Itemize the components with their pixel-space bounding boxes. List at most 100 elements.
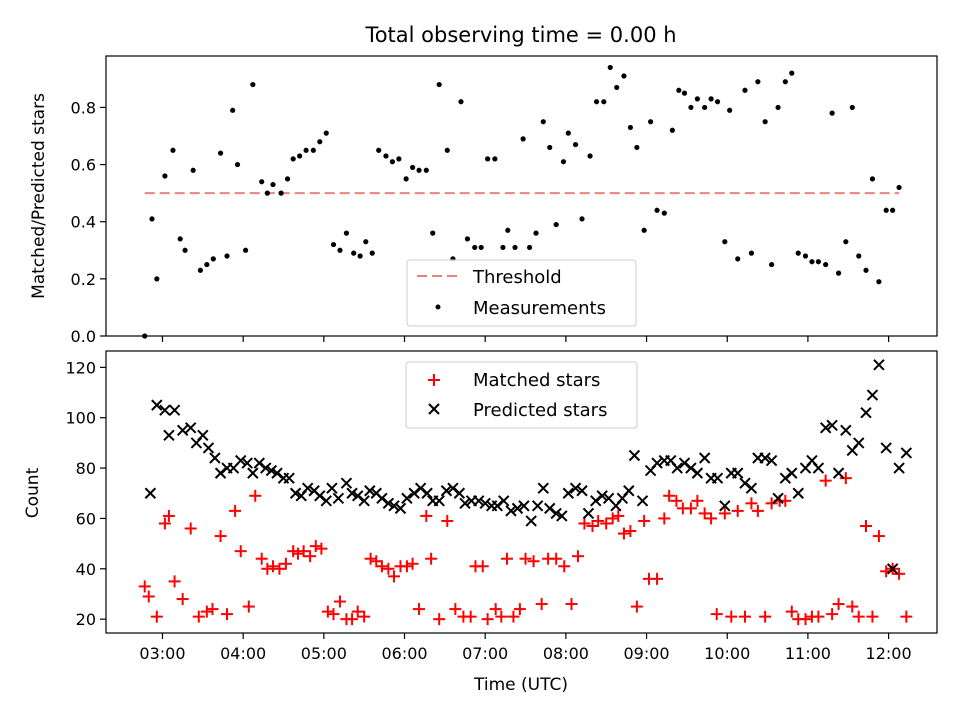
- matched-point: [142, 590, 155, 603]
- measurement-point: [856, 253, 862, 259]
- bottom-panel-legend: Matched stars Predicted stars: [405, 361, 638, 429]
- measurement-point: [540, 119, 546, 125]
- matched-point: [600, 517, 613, 530]
- predicted-point: [144, 487, 157, 499]
- predicted-point: [421, 487, 433, 499]
- measurement-point: [317, 139, 323, 145]
- measurement-point: [835, 270, 842, 276]
- matched-star-points: [138, 472, 913, 626]
- measurement-point: [343, 230, 350, 236]
- matched-point: [507, 610, 520, 623]
- measurement-point: [748, 250, 755, 256]
- matched-point: [327, 608, 340, 621]
- matched-point: [333, 595, 346, 608]
- matched-point: [745, 497, 758, 510]
- bottom-ytick-label: 120: [65, 358, 96, 377]
- matched-point: [799, 613, 812, 626]
- top-ytick-label: 0.2: [71, 270, 96, 289]
- measurement-point: [769, 261, 775, 268]
- predicted-point: [453, 487, 466, 499]
- measurement-point: [702, 104, 708, 111]
- predicted-point: [214, 467, 227, 479]
- predicted-point: [525, 515, 537, 527]
- matched-point: [346, 613, 359, 626]
- measurement-point: [601, 99, 607, 105]
- measurement-point: [883, 207, 889, 213]
- matched-point: [592, 514, 605, 527]
- measurement-point: [641, 227, 647, 233]
- measurement-point: [634, 144, 640, 151]
- predicted-point: [651, 457, 663, 469]
- predicted-point: [185, 422, 197, 434]
- matched-point: [267, 560, 280, 573]
- matched-point: [710, 608, 723, 621]
- matched-point: [273, 562, 286, 575]
- measurement-point: [297, 153, 303, 159]
- predicted-point: [163, 429, 175, 442]
- matched-point: [698, 507, 711, 520]
- matched-point: [630, 600, 643, 613]
- predicted-point: [759, 452, 771, 464]
- bottom-panel-xlabel: Time (UTC): [473, 675, 568, 695]
- measurement-point: [197, 267, 203, 273]
- predicted-point: [886, 563, 899, 575]
- measurement-point: [843, 239, 849, 245]
- matched-point: [670, 494, 683, 507]
- measurement-point: [621, 73, 627, 79]
- measurement-point: [714, 99, 721, 105]
- matched-point: [261, 562, 274, 575]
- matched-point: [527, 555, 540, 568]
- predicted-point: [340, 477, 353, 489]
- measurement-point: [815, 259, 822, 265]
- predicted-point: [209, 452, 221, 464]
- predicted-point: [786, 467, 798, 479]
- top-ytick-label: 0.0: [71, 327, 96, 346]
- matched-point: [731, 504, 744, 517]
- predicted-point: [860, 406, 872, 419]
- predicted-point: [678, 457, 691, 469]
- measurement-point: [688, 104, 694, 111]
- measurement-point: [869, 176, 876, 182]
- matched-point: [449, 603, 462, 616]
- predicted-point: [623, 485, 635, 497]
- predicted-point: [550, 507, 562, 520]
- bottom-xtick-label: 11:00: [785, 644, 831, 663]
- matched-point: [150, 610, 163, 623]
- top-panel-legend: Threshold Measurements: [406, 259, 637, 327]
- measurement-point: [290, 156, 296, 162]
- bottom-xtick-label: 10:00: [704, 644, 750, 663]
- matched-point: [242, 600, 255, 613]
- bottom-ytick-label: 100: [65, 409, 96, 428]
- measurement-point: [149, 216, 155, 222]
- predicted-point: [364, 485, 376, 497]
- measurement-point: [250, 81, 256, 88]
- matched-point: [168, 575, 181, 588]
- predicted-point: [176, 424, 189, 437]
- predicted-point: [459, 497, 471, 510]
- matched-point: [651, 572, 664, 585]
- predicted-point: [900, 447, 913, 459]
- matched-point: [638, 514, 651, 527]
- measurement-point: [809, 259, 815, 265]
- matched-point: [297, 545, 310, 558]
- predicted-point: [590, 495, 602, 507]
- bottom-xtick-label: 12:00: [866, 644, 912, 663]
- matched-point: [725, 610, 738, 623]
- measurement-point: [802, 253, 809, 259]
- matched-point: [658, 512, 671, 525]
- matched-point: [249, 489, 262, 502]
- measurement-point: [485, 156, 491, 162]
- measurement-point: [224, 253, 230, 259]
- bottom-xtick-label: 09:00: [623, 644, 669, 663]
- threshold-legend-label: Threshold: [472, 267, 562, 288]
- predicted-point: [562, 487, 575, 499]
- measurement-point: [264, 190, 270, 196]
- measurement-point: [154, 276, 160, 282]
- top-ytick-label: 0.6: [71, 156, 96, 175]
- matched-point: [370, 555, 383, 568]
- measurement-point: [204, 261, 210, 268]
- matched-point: [221, 608, 234, 621]
- matched-point: [292, 547, 305, 560]
- matched-point: [812, 610, 825, 623]
- measurement-point: [376, 147, 382, 153]
